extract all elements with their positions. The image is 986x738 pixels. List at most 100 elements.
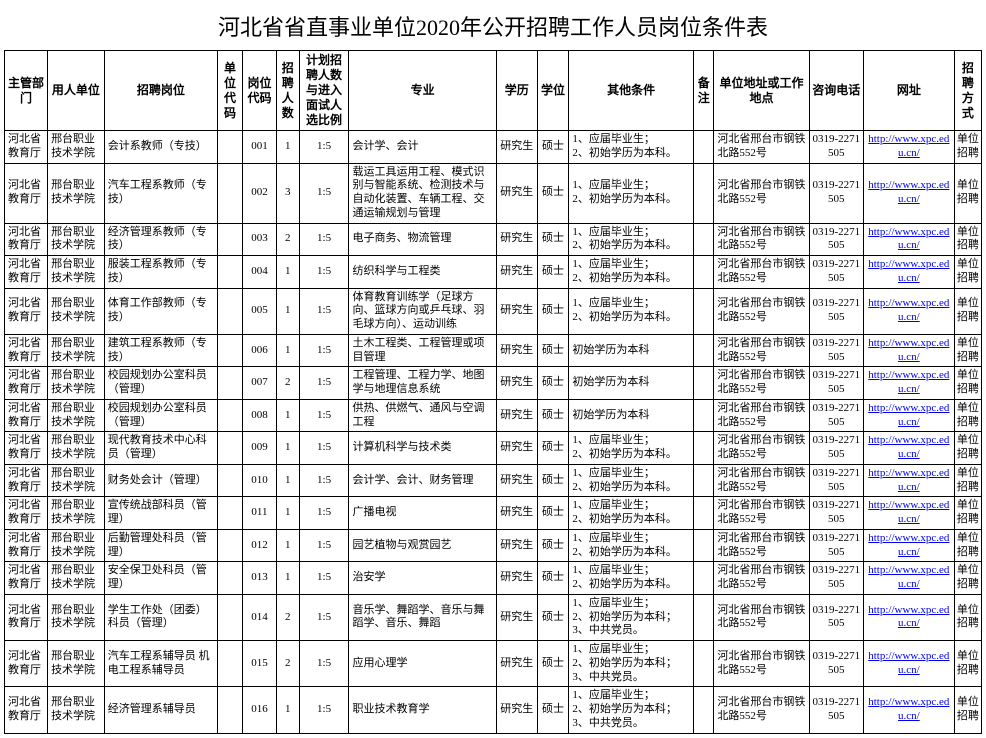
url-link[interactable]: http://www.xpc.edu.cn/ bbox=[868, 696, 949, 722]
c-method: 单位招聘 bbox=[954, 562, 981, 595]
c-unit: 邢台职业技术学院 bbox=[48, 399, 105, 432]
c-major: 广播电视 bbox=[349, 497, 496, 530]
c-pcode: 004 bbox=[242, 256, 276, 289]
c-major: 体育教育训练学（足球方向、篮球方向或乒乓球、羽毛球方向）、运动训练 bbox=[349, 288, 496, 334]
c-num: 2 bbox=[276, 367, 299, 400]
table-row: 河北省教育厅邢台职业技术学院体育工作部教师（专技）00511:5体育教育训练学（… bbox=[5, 288, 982, 334]
c-degree: 硕士 bbox=[537, 594, 569, 640]
c-degree: 硕士 bbox=[537, 497, 569, 530]
c-major: 园艺植物与观赏园艺 bbox=[349, 529, 496, 562]
c-method: 单位招聘 bbox=[954, 223, 981, 256]
h-pcode: 岗位代码 bbox=[242, 51, 276, 131]
c-degree: 硕士 bbox=[537, 223, 569, 256]
url-link[interactable]: http://www.xpc.edu.cn/ bbox=[868, 564, 949, 590]
url-link[interactable]: http://www.xpc.edu.cn/ bbox=[868, 369, 949, 395]
url-link[interactable]: http://www.xpc.edu.cn/ bbox=[868, 258, 949, 284]
c-addr: 河北省邢台市钢铁北路552号 bbox=[714, 256, 809, 289]
c-tel: 0319-2271505 bbox=[809, 288, 863, 334]
c-dept: 河北省教育厅 bbox=[5, 367, 48, 400]
c-pcode: 016 bbox=[242, 687, 276, 733]
c-num: 1 bbox=[276, 256, 299, 289]
c-other: 1、应届毕业生； 2、初始学历为本科。 bbox=[569, 256, 694, 289]
c-note bbox=[694, 497, 714, 530]
c-unit: 邢台职业技术学院 bbox=[48, 432, 105, 465]
c-job: 学生工作处（团委）科员（管理） bbox=[104, 594, 217, 640]
c-pcode: 009 bbox=[242, 432, 276, 465]
c-degree: 硕士 bbox=[537, 562, 569, 595]
c-num: 2 bbox=[276, 223, 299, 256]
table-body: 河北省教育厅邢台职业技术学院会计系教师（专技）00111:5会计学、会计研究生硕… bbox=[5, 131, 982, 734]
c-tel: 0319-2271505 bbox=[809, 641, 863, 687]
c-note bbox=[694, 256, 714, 289]
table-row: 河北省教育厅邢台职业技术学院学生工作处（团委）科员（管理）01421:5音乐学、… bbox=[5, 594, 982, 640]
url-link[interactable]: http://www.xpc.edu.cn/ bbox=[868, 337, 949, 363]
c-ucode bbox=[218, 497, 243, 530]
c-job: 安全保卫处科员（管理） bbox=[104, 562, 217, 595]
c-num: 1 bbox=[276, 562, 299, 595]
url-link[interactable]: http://www.xpc.edu.cn/ bbox=[868, 297, 949, 323]
c-edu: 研究生 bbox=[496, 594, 537, 640]
url-link[interactable]: http://www.xpc.edu.cn/ bbox=[868, 650, 949, 676]
url-link[interactable]: http://www.xpc.edu.cn/ bbox=[868, 226, 949, 252]
c-other: 1、应届毕业生； 2、初始学历为本科； 3、中共党员。 bbox=[569, 687, 694, 733]
c-ratio: 1:5 bbox=[299, 163, 349, 223]
c-dept: 河北省教育厅 bbox=[5, 432, 48, 465]
c-dept: 河北省教育厅 bbox=[5, 131, 48, 164]
c-num: 1 bbox=[276, 131, 299, 164]
c-major: 应用心理学 bbox=[349, 641, 496, 687]
c-edu: 研究生 bbox=[496, 641, 537, 687]
c-addr: 河北省邢台市钢铁北路552号 bbox=[714, 641, 809, 687]
h-major: 专业 bbox=[349, 51, 496, 131]
c-job: 校园规划办公室科员（管理） bbox=[104, 367, 217, 400]
c-unit: 邢台职业技术学院 bbox=[48, 464, 105, 497]
c-url: http://www.xpc.edu.cn/ bbox=[864, 529, 955, 562]
url-link[interactable]: http://www.xpc.edu.cn/ bbox=[868, 402, 949, 428]
c-tel: 0319-2271505 bbox=[809, 529, 863, 562]
c-method: 单位招聘 bbox=[954, 687, 981, 733]
c-ratio: 1:5 bbox=[299, 464, 349, 497]
c-edu: 研究生 bbox=[496, 163, 537, 223]
c-degree: 硕士 bbox=[537, 131, 569, 164]
c-unit: 邢台职业技术学院 bbox=[48, 367, 105, 400]
url-link[interactable]: http://www.xpc.edu.cn/ bbox=[868, 467, 949, 493]
h-tel: 咨询电话 bbox=[809, 51, 863, 131]
c-ucode bbox=[218, 594, 243, 640]
c-num: 1 bbox=[276, 497, 299, 530]
url-link[interactable]: http://www.xpc.edu.cn/ bbox=[868, 532, 949, 558]
c-degree: 硕士 bbox=[537, 687, 569, 733]
c-other: 1、应届毕业生； 2、初始学历为本科。 bbox=[569, 131, 694, 164]
c-tel: 0319-2271505 bbox=[809, 497, 863, 530]
c-major: 职业技术教育学 bbox=[349, 687, 496, 733]
c-tel: 0319-2271505 bbox=[809, 399, 863, 432]
url-link[interactable]: http://www.xpc.edu.cn/ bbox=[868, 179, 949, 205]
c-pcode: 011 bbox=[242, 497, 276, 530]
c-dept: 河北省教育厅 bbox=[5, 163, 48, 223]
c-pcode: 006 bbox=[242, 334, 276, 367]
url-link[interactable]: http://www.xpc.edu.cn/ bbox=[868, 133, 949, 159]
c-num: 1 bbox=[276, 529, 299, 562]
c-edu: 研究生 bbox=[496, 399, 537, 432]
c-num: 1 bbox=[276, 432, 299, 465]
c-edu: 研究生 bbox=[496, 256, 537, 289]
c-addr: 河北省邢台市钢铁北路552号 bbox=[714, 497, 809, 530]
c-ratio: 1:5 bbox=[299, 288, 349, 334]
c-method: 单位招聘 bbox=[954, 497, 981, 530]
c-method: 单位招聘 bbox=[954, 399, 981, 432]
url-link[interactable]: http://www.xpc.edu.cn/ bbox=[868, 604, 949, 630]
c-job: 体育工作部教师（专技） bbox=[104, 288, 217, 334]
c-method: 单位招聘 bbox=[954, 432, 981, 465]
c-dept: 河北省教育厅 bbox=[5, 288, 48, 334]
c-ratio: 1:5 bbox=[299, 334, 349, 367]
url-link[interactable]: http://www.xpc.edu.cn/ bbox=[868, 434, 949, 460]
c-method: 单位招聘 bbox=[954, 641, 981, 687]
h-num: 招聘人数 bbox=[276, 51, 299, 131]
c-major: 音乐学、舞蹈学、音乐与舞蹈学、音乐、舞蹈 bbox=[349, 594, 496, 640]
table-row: 河北省教育厅邢台职业技术学院会计系教师（专技）00111:5会计学、会计研究生硕… bbox=[5, 131, 982, 164]
c-unit: 邢台职业技术学院 bbox=[48, 223, 105, 256]
c-ucode bbox=[218, 687, 243, 733]
h-degree: 学位 bbox=[537, 51, 569, 131]
c-note bbox=[694, 163, 714, 223]
c-pcode: 013 bbox=[242, 562, 276, 595]
url-link[interactable]: http://www.xpc.edu.cn/ bbox=[868, 499, 949, 525]
c-major: 会计学、会计、财务管理 bbox=[349, 464, 496, 497]
